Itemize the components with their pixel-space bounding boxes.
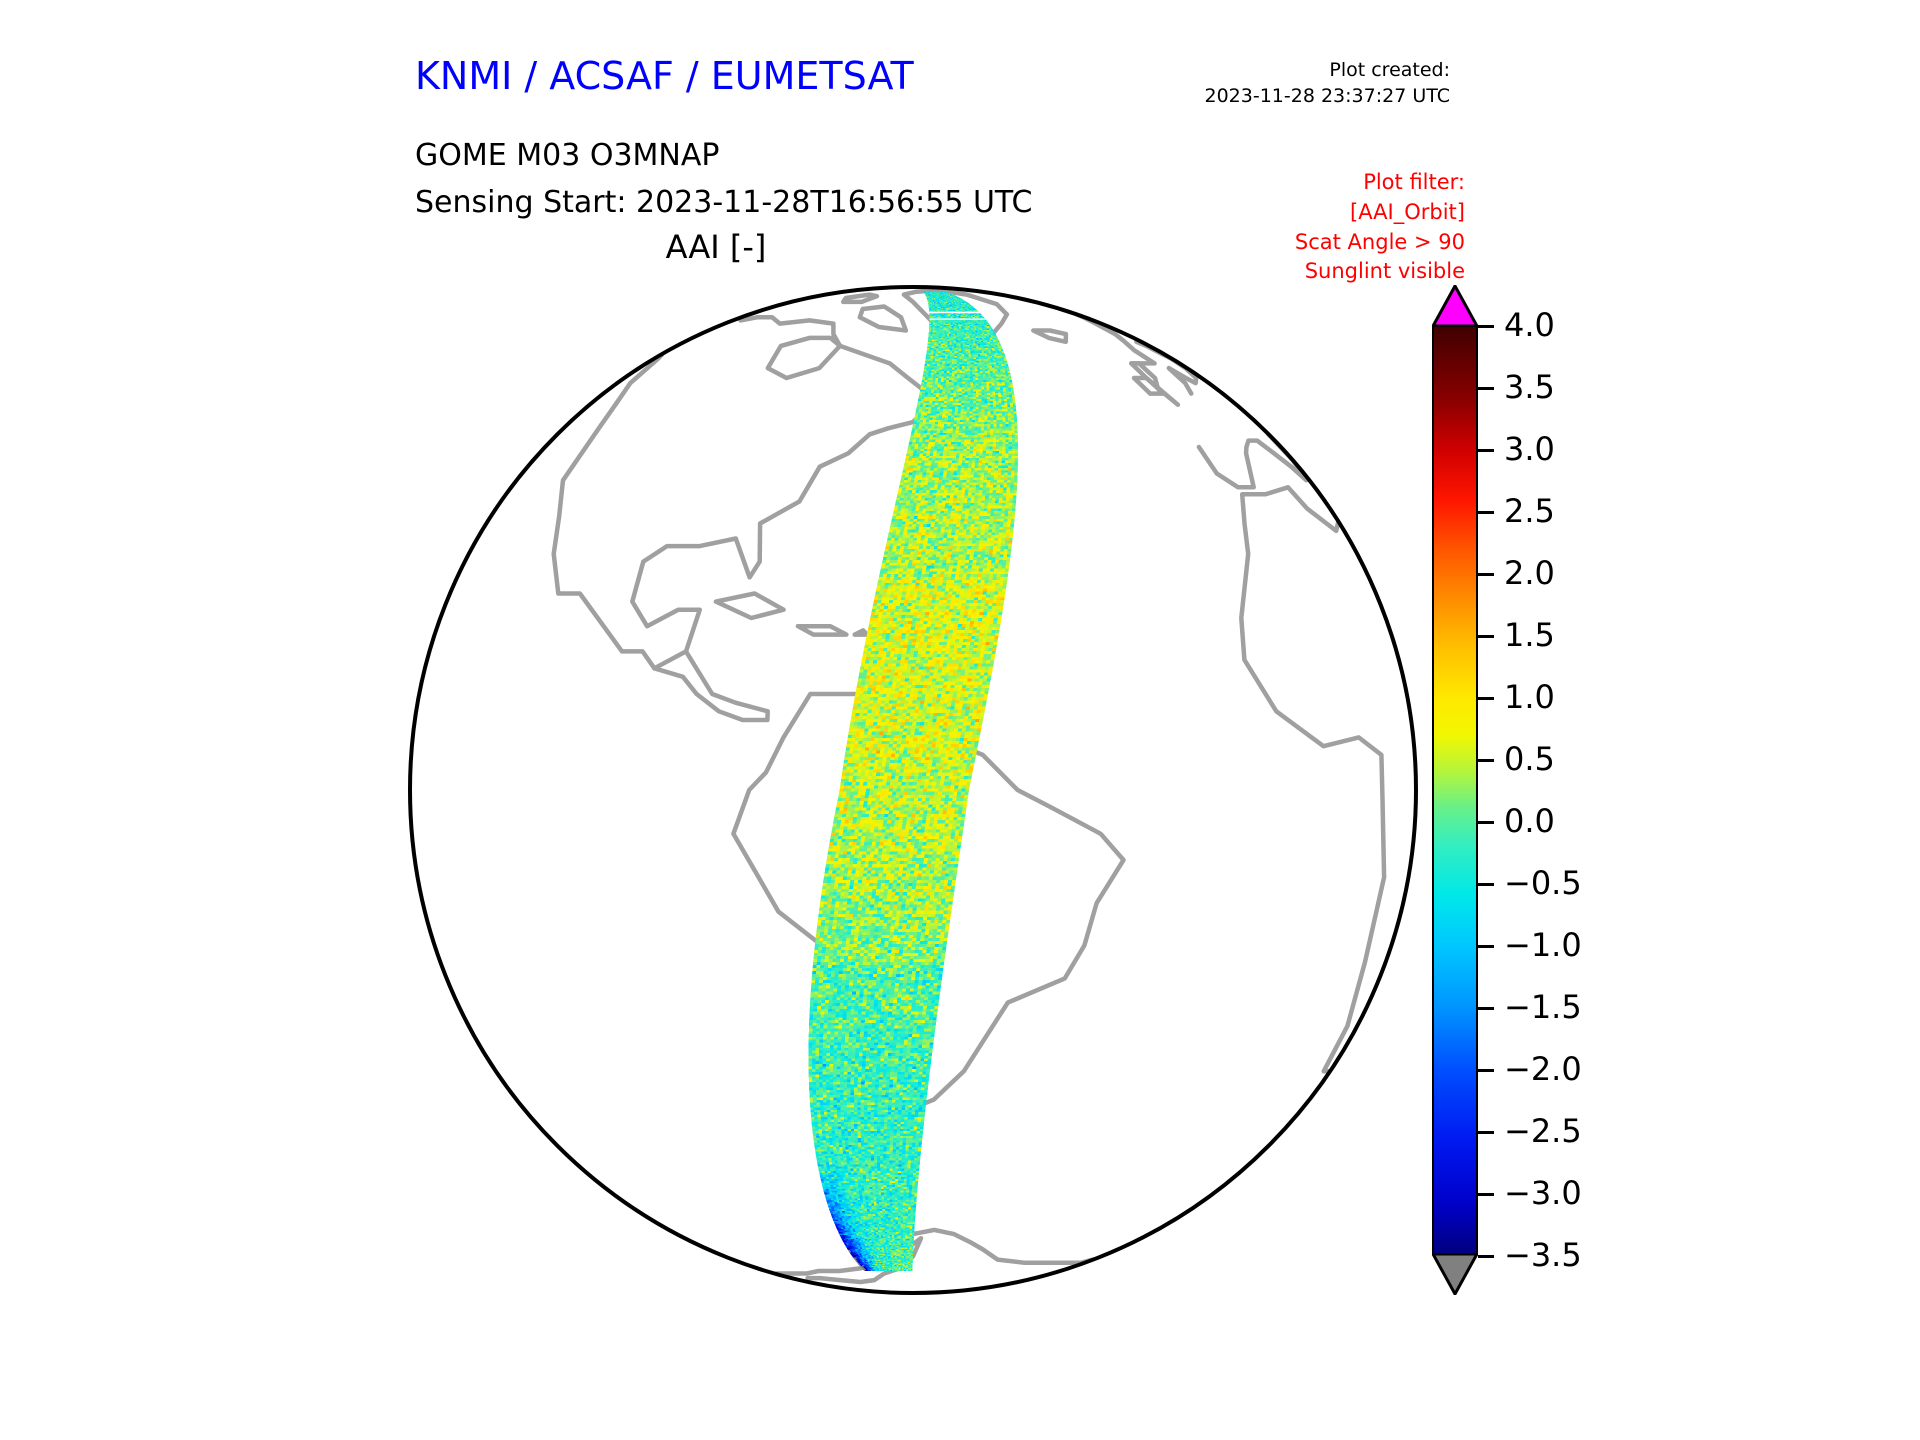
colorbar-tick-label: −3.0 — [1504, 1174, 1582, 1212]
coastline-path — [713, 591, 786, 621]
colorbar-tick-label: −2.5 — [1504, 1112, 1582, 1150]
coastline-path — [840, 292, 880, 305]
colorbar-tick-label: −1.0 — [1504, 926, 1582, 964]
plot-filter-name: [AAI_Orbit] — [1350, 199, 1465, 224]
colorbar-tick — [1478, 449, 1494, 452]
colorbar-tick — [1478, 1255, 1494, 1258]
colorbar-tick-label: 1.5 — [1504, 616, 1555, 654]
colorbar-tick-label: 2.5 — [1504, 492, 1555, 530]
organisation-title: KNMI / ACSAF / EUMETSAT — [415, 54, 914, 98]
colorbar-gradient — [1432, 325, 1478, 1255]
coastline-path — [1131, 375, 1166, 396]
colorbar-tick — [1478, 883, 1494, 886]
plot-filter-sunglint: Sunglint visible — [1304, 259, 1465, 284]
colorbar-tick-label: 1.0 — [1504, 678, 1555, 716]
colorbar-tick — [1478, 387, 1494, 390]
colorbar: 4.0 3.5 3.0 2.5 2.0 1.5 1.0 0.5 0.0 −0.5 −1.0 −1.5 −… — [1432, 285, 1582, 1295]
globe-outline — [408, 285, 1418, 1295]
colorbar-tick — [1478, 511, 1494, 514]
colorbar-tick — [1478, 635, 1494, 638]
colorbar-under-arrow — [1432, 1253, 1478, 1295]
colorbar-tick — [1478, 1131, 1494, 1134]
colorbar-tick — [1478, 821, 1494, 824]
product-title: GOME M03 O3MNAP — [415, 138, 720, 173]
coastline-path — [1031, 328, 1069, 345]
colorbar-tick-label: 2.0 — [1504, 554, 1555, 592]
colorbar-tick-label: 0.5 — [1504, 740, 1555, 778]
globe-map — [408, 285, 1418, 1295]
colorbar-tick-label: −1.5 — [1504, 988, 1582, 1026]
colorbar-tick — [1478, 1007, 1494, 1010]
colorbar-tick-label: 3.0 — [1504, 430, 1555, 468]
colorbar-tick-label: −2.0 — [1504, 1050, 1582, 1088]
colorbar-tick — [1478, 325, 1494, 328]
colorbar-over-arrow — [1432, 285, 1478, 327]
coastline-path — [551, 352, 665, 671]
colorbar-tick — [1478, 697, 1494, 700]
plot-created-block: Plot created: 2023-11-28 23:37:27 UTC — [1205, 58, 1451, 109]
page-title: AAI [-] — [665, 228, 767, 266]
colorbar-tick-label: 0.0 — [1504, 802, 1555, 840]
coastline-path — [795, 623, 849, 637]
plot-filter-scat-angle: Scat Angle > 90 — [1294, 229, 1465, 254]
plot-filter-block: Plot filter: [AAI_Orbit] Scat Angle > 90… — [1295, 168, 1465, 287]
colorbar-tick — [1478, 1193, 1494, 1196]
colorbar-tick — [1478, 573, 1494, 576]
colorbar-tick-label: −3.5 — [1504, 1236, 1582, 1274]
colorbar-tick-label: 3.5 — [1504, 368, 1555, 406]
sensing-start-label: Sensing Start: 2023-11-28T16:56:55 UTC — [415, 185, 1033, 220]
coastline-path — [910, 1227, 1096, 1265]
coastline-path — [652, 649, 770, 723]
colorbar-tick-label: −0.5 — [1504, 864, 1582, 902]
plot-filter-label: Plot filter: — [1363, 170, 1465, 194]
plot-created-label: Plot created: — [1329, 59, 1450, 81]
coastline-path — [765, 335, 843, 381]
swath-data — [808, 291, 1019, 1271]
coastline-path — [852, 628, 870, 637]
colorbar-tick — [1478, 945, 1494, 948]
colorbar-tick — [1478, 1069, 1494, 1072]
colorbar-tick-label: 4.0 — [1504, 306, 1555, 344]
coastline-path — [630, 315, 938, 671]
coastline-path — [857, 304, 909, 333]
coastline-path — [1239, 485, 1387, 1074]
colorbar-tick — [1478, 759, 1494, 762]
plot-created-time: 2023-11-28 23:37:27 UTC — [1204, 84, 1451, 107]
